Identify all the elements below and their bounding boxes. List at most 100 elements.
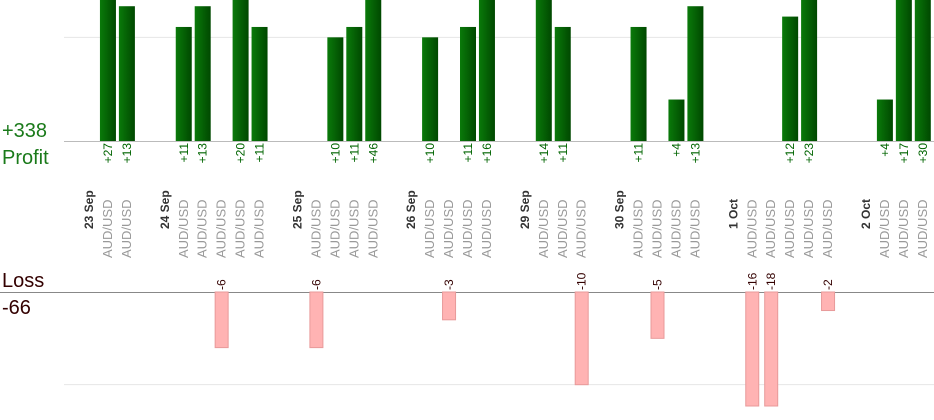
profit-value: +11 [347,143,361,163]
profit-value: +12 [783,143,797,164]
profit-bar [801,0,818,141]
symbol-label: AUD/USD [650,199,665,258]
profit-bar [782,16,799,142]
symbol-label: AUD/USD [422,199,437,258]
symbol-label: AUD/USD [915,199,930,258]
profit-value: +11 [556,143,570,163]
date-label: 1 Oct [726,199,740,229]
symbol-label: AUD/USD [536,199,551,258]
symbol-label: AUD/USD [441,199,456,258]
loss-bar [821,291,836,312]
profit-total: +338 [2,120,47,142]
loss-bar [442,291,457,321]
symbol-label: AUD/USD [820,199,835,258]
symbol-label: AUD/USD [214,199,229,258]
profit-value: +23 [802,143,816,164]
profit-bar [914,0,931,141]
symbol-label: AUD/USD [801,199,816,258]
profit-value: +30 [916,143,930,164]
profit-value: +16 [480,143,494,164]
date-label: 29 Sep [518,190,532,229]
date-label: 25 Sep [290,190,304,229]
profit-bar [327,37,344,141]
profit-bar [478,0,495,141]
loss-bar [214,291,229,349]
profit-bar [365,0,382,141]
profit-value: +27 [101,143,115,164]
profit-value: +4 [878,143,892,157]
symbol-label: AUD/USD [365,199,380,258]
symbol-label: AUD/USD [877,199,892,258]
profit-value: +4 [669,143,683,157]
profit-bar [422,37,439,141]
loss-value: -5 [651,279,665,290]
profit-value: +13 [196,143,210,164]
symbol-label: AUD/USD [687,199,702,258]
date-label: 2 Oct [859,199,873,229]
symbol-label: AUD/USD [668,199,683,258]
symbol-label: AUD/USD [555,199,570,258]
profit-bar [251,26,268,141]
symbol-label: AUD/USD [195,199,210,258]
profit-bar [194,6,211,142]
loss-total: -66 [2,297,31,319]
profit-bar [99,0,116,141]
loss-bar [745,291,760,407]
loss-value: -3 [442,279,456,290]
profit-value: +46 [366,143,380,164]
profit-value: +10 [423,143,437,164]
loss-bar [574,291,589,386]
profit-value: +17 [897,143,911,164]
profit-value: +11 [632,143,646,163]
loss-value: -6 [215,279,229,290]
loss-value: -6 [309,279,323,290]
symbol-label: AUD/USD [252,199,267,258]
loss-value: -18 [764,272,778,290]
date-label: 30 Sep [613,190,627,229]
symbol-label: AUD/USD [100,199,115,258]
date-label: 24 Sep [158,190,172,229]
date-label: 23 Sep [82,190,96,229]
profit-bar [460,26,476,141]
symbol-label: AUD/USD [763,199,778,258]
symbol-label: AUD/USD [327,199,342,258]
symbol-label: AUD/USD [744,199,759,258]
profit-bar [232,0,249,141]
loss-bar [764,291,779,407]
profit-bar [895,0,912,141]
loss-bar [650,291,665,339]
symbol-label: AUD/USD [346,199,361,258]
profit-value: +14 [537,143,551,164]
profit-value: +10 [328,143,342,164]
profit-value: +20 [234,143,248,164]
profit-bar [175,26,192,141]
loss-value: -16 [745,272,759,290]
symbol-label: AUD/USD [119,199,134,258]
profit-bar [668,99,685,141]
symbol-label: AUD/USD [574,199,589,258]
profit-value: +11 [253,143,267,163]
profit-bar [118,6,135,142]
date-label: 26 Sep [404,190,418,229]
symbol-label: AUD/USD [782,199,797,258]
profit-bar [554,26,571,141]
symbol-label: AUD/USD [479,199,494,258]
symbol-label: AUD/USD [308,199,323,258]
profit-value: +13 [120,143,134,164]
profit-bar [535,0,552,141]
profit-value: +11 [461,143,475,163]
symbol-label: AUD/USD [631,199,646,258]
profit-value: +13 [688,143,702,164]
profit-bar [687,6,704,142]
loss-value: -10 [575,272,589,290]
profit-bar [876,99,893,141]
profit-value: +11 [177,143,191,163]
symbol-label: AUD/USD [460,199,475,258]
loss-bar [309,291,324,349]
symbol-label: AUD/USD [896,199,911,258]
symbol-label: AUD/USD [176,199,191,258]
symbol-label: AUD/USD [233,199,248,258]
profit-bar [346,26,363,141]
profit-bar [630,26,647,141]
